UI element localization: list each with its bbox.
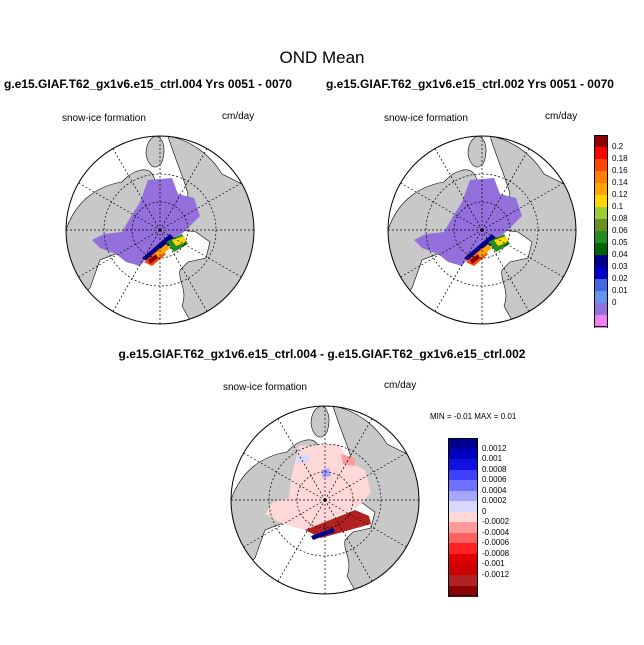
right-panel-title: g.e15.GIAF.T62_gx1v6.e15_ctrl.002 Yrs 00… [326, 77, 614, 91]
colorbar-tick-label: 0.001 [482, 454, 503, 464]
colorbar-tick-label: -0.0006 [482, 538, 510, 548]
colorbar-tick-label: 0 [612, 298, 617, 307]
difference-field [265, 444, 371, 530]
difference-patch [305, 510, 371, 538]
colorbar-tick-label: 0.0002 [482, 496, 507, 506]
colorbar-frame [594, 135, 608, 327]
difference-patch [311, 528, 335, 540]
colorbar-tick-label: 0.18 [612, 154, 628, 163]
snow-ice-hotspot [148, 254, 158, 264]
land-mass [467, 136, 487, 168]
colorbar-tick-label: 0.16 [612, 166, 628, 175]
snow-ice-hotspot [142, 234, 176, 262]
colorbar-main-labels: 0.2 0.18 0.16 0.14 0.12 0.1 0.08 0.06 0.05 0.04 0.… [612, 135, 642, 327]
colorbar-tick-label: 0.03 [612, 262, 628, 271]
colorbar-tick-label: -0.0012 [482, 569, 510, 579]
colorbar-tick-label: 0.04 [612, 250, 628, 259]
map-left-run004 [65, 135, 255, 325]
diff-field-label: snow-ice formation [223, 382, 307, 393]
land-mass [489, 136, 576, 324]
diff-units-label: cm/day [384, 380, 417, 391]
land-mass [332, 406, 419, 594]
map-boundary [65, 135, 255, 325]
difference-title: g.e15.GIAF.T62_gx1v6.e15_ctrl.004 - g.e1… [118, 347, 526, 361]
difference-patch [341, 454, 355, 466]
colorbar-tick-label: 0.0006 [482, 475, 507, 485]
figure-title: OND Mean [279, 48, 365, 67]
colorbar-tick-label: 0.01 [612, 286, 628, 295]
graticule [66, 136, 254, 324]
snow-ice-hotspot [470, 254, 480, 264]
diff-min-max: MIN = -0.01 MAX = 0.01 [430, 412, 517, 421]
left-panel-title: g.e15.GIAF.T62_gx1v6.e15_ctrl.004 Yrs 00… [4, 77, 292, 91]
map-boundary [387, 135, 577, 325]
map-boundary [230, 405, 420, 595]
left-field-label: snow-ice formation [62, 113, 146, 124]
colorbar-tick-label: 0.08 [612, 214, 628, 223]
colorbar-tick-label: 0.14 [612, 178, 628, 187]
land-mass [167, 136, 254, 324]
left-units-label: cm/day [222, 111, 255, 122]
colorbar-tick-label: 0 [482, 506, 487, 516]
colorbar-tick-label: 0.12 [612, 190, 628, 199]
colorbar-diff-labels: 0.0012 0.001 0.0008 0.0006 0.0004 0.0002 0 -0.0… [482, 438, 522, 596]
colorbar-frame [448, 438, 478, 596]
graticule [231, 406, 419, 594]
difference-patch [321, 468, 331, 478]
land-mass [145, 136, 165, 168]
colorbar-tick-label: 0.2 [612, 142, 624, 151]
colorbar-tick-label: 0.02 [612, 274, 628, 283]
colorbar-tick-label: 0.05 [612, 238, 628, 247]
colorbar-diff [448, 438, 478, 597]
colorbar-tick-label: -0.0004 [482, 527, 510, 537]
map-difference [230, 405, 420, 595]
snow-ice-hotspot [464, 234, 498, 262]
colorbar-tick-label: 0.06 [612, 226, 628, 235]
right-units-label: cm/day [545, 111, 578, 122]
difference-patch [297, 454, 309, 464]
colorbar-main [594, 135, 608, 328]
map-right-run002 [387, 135, 577, 325]
colorbar-tick-label: 0.0008 [482, 464, 507, 474]
colorbar-tick-label: 0.0012 [482, 443, 507, 453]
colorbar-tick-label: 0.1 [612, 202, 624, 211]
colorbar-tick-label: -0.0008 [482, 548, 510, 558]
land-mass [310, 406, 330, 438]
graticule [388, 136, 576, 324]
colorbar-tick-label: -0.0002 [482, 517, 510, 527]
right-field-label: snow-ice formation [384, 113, 468, 124]
colorbar-tick-label: -0.001 [482, 559, 505, 569]
colorbar-tick-label: 0.0004 [482, 485, 507, 495]
